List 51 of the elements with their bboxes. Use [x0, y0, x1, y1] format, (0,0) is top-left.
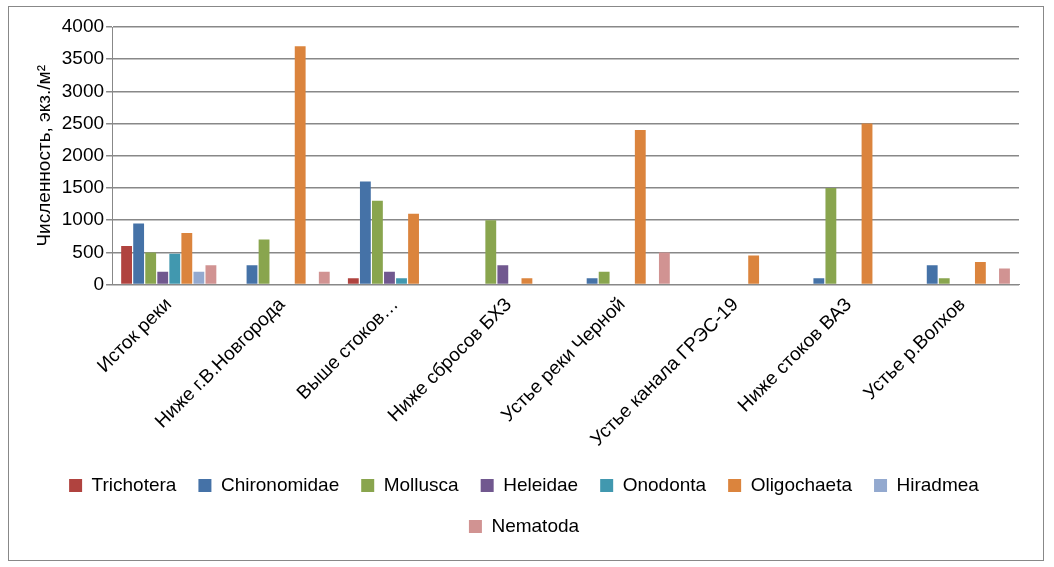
- bar: [861, 123, 873, 284]
- y-tick-label: 1500: [61, 176, 105, 198]
- bar: [748, 255, 760, 284]
- bar: [926, 265, 938, 284]
- y-axis-title: Численность, экз./м²: [32, 65, 54, 247]
- bar: [974, 262, 986, 284]
- legend-label: Onodonta: [622, 473, 707, 495]
- bar: [408, 213, 419, 284]
- y-tick-label: 3000: [61, 79, 105, 101]
- legend-label: Chironomidae: [220, 473, 340, 495]
- legend-label: Nematoda: [491, 514, 580, 536]
- bar: [205, 265, 217, 284]
- bar: [359, 181, 371, 284]
- bar: [396, 278, 407, 284]
- y-tick-label: 2500: [61, 111, 105, 133]
- bar: [825, 187, 837, 284]
- bar: [133, 223, 145, 284]
- legend-label: Trichotera: [91, 473, 177, 495]
- y-tick-label: 0: [93, 272, 105, 294]
- bar: [145, 252, 157, 284]
- bar: [318, 271, 330, 284]
- bar: [169, 253, 181, 284]
- bar: [521, 278, 533, 284]
- y-tick-label: 2000: [61, 144, 105, 166]
- bar: [193, 271, 205, 284]
- bar: [157, 271, 169, 284]
- bar: [598, 271, 610, 284]
- legend-label: Heleidae: [503, 473, 579, 495]
- bar: [246, 265, 258, 284]
- y-tick-label: 500: [72, 240, 105, 262]
- bar: [347, 278, 359, 284]
- bar: [485, 220, 497, 284]
- bar: [999, 268, 1010, 284]
- bar: [372, 200, 383, 284]
- bar: [294, 46, 306, 284]
- y-tick-label: 1000: [61, 208, 105, 230]
- bar: [658, 252, 670, 284]
- bar: [813, 278, 825, 284]
- bar: [121, 245, 133, 284]
- legend-label: Oligochaeta: [750, 473, 853, 495]
- y-tick-label: 3500: [61, 47, 105, 69]
- legend-label: Hiradmea: [896, 473, 980, 495]
- bar: [384, 271, 395, 284]
- bar: [938, 278, 950, 284]
- y-tick-label: 4000: [61, 15, 105, 37]
- bar: [258, 239, 270, 284]
- bar: [497, 265, 509, 284]
- bar: [586, 278, 598, 284]
- legend-label: Mollusca: [383, 473, 460, 495]
- bar: [181, 233, 193, 284]
- bar: [634, 130, 646, 284]
